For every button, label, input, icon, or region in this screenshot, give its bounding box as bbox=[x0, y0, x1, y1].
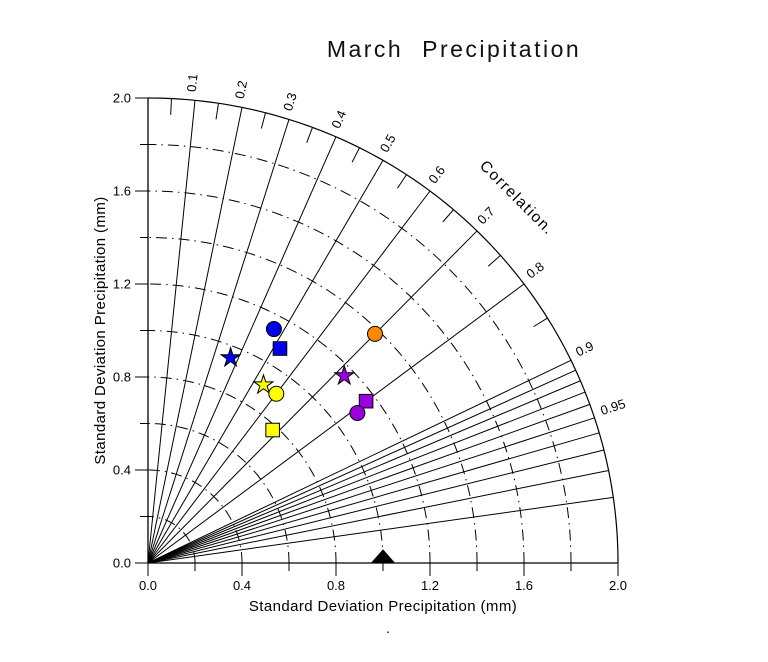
marker-yellow-star bbox=[252, 373, 275, 395]
svg-text:1.2: 1.2 bbox=[421, 578, 439, 593]
svg-text:1.6: 1.6 bbox=[113, 184, 131, 199]
svg-text:0.3: 0.3 bbox=[280, 91, 300, 113]
svg-text:0.8: 0.8 bbox=[327, 578, 345, 593]
svg-text:0.0: 0.0 bbox=[113, 556, 131, 571]
svg-text:0.6: 0.6 bbox=[425, 163, 448, 186]
page-title: March Precipitation bbox=[326, 36, 582, 62]
svg-text:0.4: 0.4 bbox=[328, 108, 349, 131]
svg-text:0.8: 0.8 bbox=[113, 370, 131, 385]
svg-text:0.5: 0.5 bbox=[377, 132, 399, 155]
marker-purple-circle bbox=[349, 405, 366, 422]
svg-text:0.9: 0.9 bbox=[573, 338, 596, 359]
x-tick-labels: 0.0 0.4 0.8 1.2 1.6 2.0 bbox=[139, 578, 627, 593]
correlation-value-labels: 0.1 0.2 0.3 0.4 0.5 0.6 0.7 0.8 0.9 0.95 bbox=[184, 73, 627, 418]
y-axis-title: Standard Deviation Precipitation (mm) bbox=[92, 196, 109, 464]
marker-blue-circle bbox=[265, 321, 282, 338]
marker-yellow-circle bbox=[268, 385, 285, 402]
marker-purple-square bbox=[358, 393, 374, 409]
svg-text:0.4: 0.4 bbox=[233, 578, 251, 593]
svg-text:1.6: 1.6 bbox=[515, 578, 533, 593]
correlation-axis-title: Correlation. bbox=[476, 157, 557, 238]
svg-text:2.0: 2.0 bbox=[609, 578, 627, 593]
svg-text:0.2: 0.2 bbox=[232, 79, 250, 100]
svg-text:0.7: 0.7 bbox=[474, 204, 497, 227]
std-axis-ticks bbox=[135, 97, 619, 576]
correlation-rays bbox=[147, 100, 614, 564]
marker-blue-square bbox=[272, 341, 288, 356]
svg-text:0.4: 0.4 bbox=[113, 463, 131, 478]
svg-text:0.8: 0.8 bbox=[523, 259, 546, 282]
svg-text:0.95: 0.95 bbox=[599, 396, 628, 418]
x-axis-title: Standard Deviation Precipitation (mm) bbox=[249, 598, 517, 615]
y-tick-labels: 0.0 0.4 0.8 1.2 1.6 2.0 bbox=[113, 91, 131, 571]
svg-text:1.2: 1.2 bbox=[113, 277, 131, 292]
stray-period: . bbox=[386, 620, 390, 636]
std-dev-arcs bbox=[147, 144, 572, 564]
outer-correlation-arc bbox=[147, 97, 619, 564]
reference-triangle-marker bbox=[370, 549, 396, 564]
marker-yellow-square bbox=[265, 422, 280, 438]
marker-orange-circle bbox=[367, 325, 384, 342]
svg-text:2.0: 2.0 bbox=[113, 91, 131, 106]
marker-purple-star bbox=[333, 364, 356, 386]
svg-text:0.0: 0.0 bbox=[139, 578, 157, 593]
svg-text:0.1: 0.1 bbox=[184, 73, 201, 92]
correlation-minor-ticks bbox=[170, 98, 548, 328]
data-point-markers bbox=[219, 321, 384, 438]
marker-blue-star bbox=[219, 346, 242, 368]
